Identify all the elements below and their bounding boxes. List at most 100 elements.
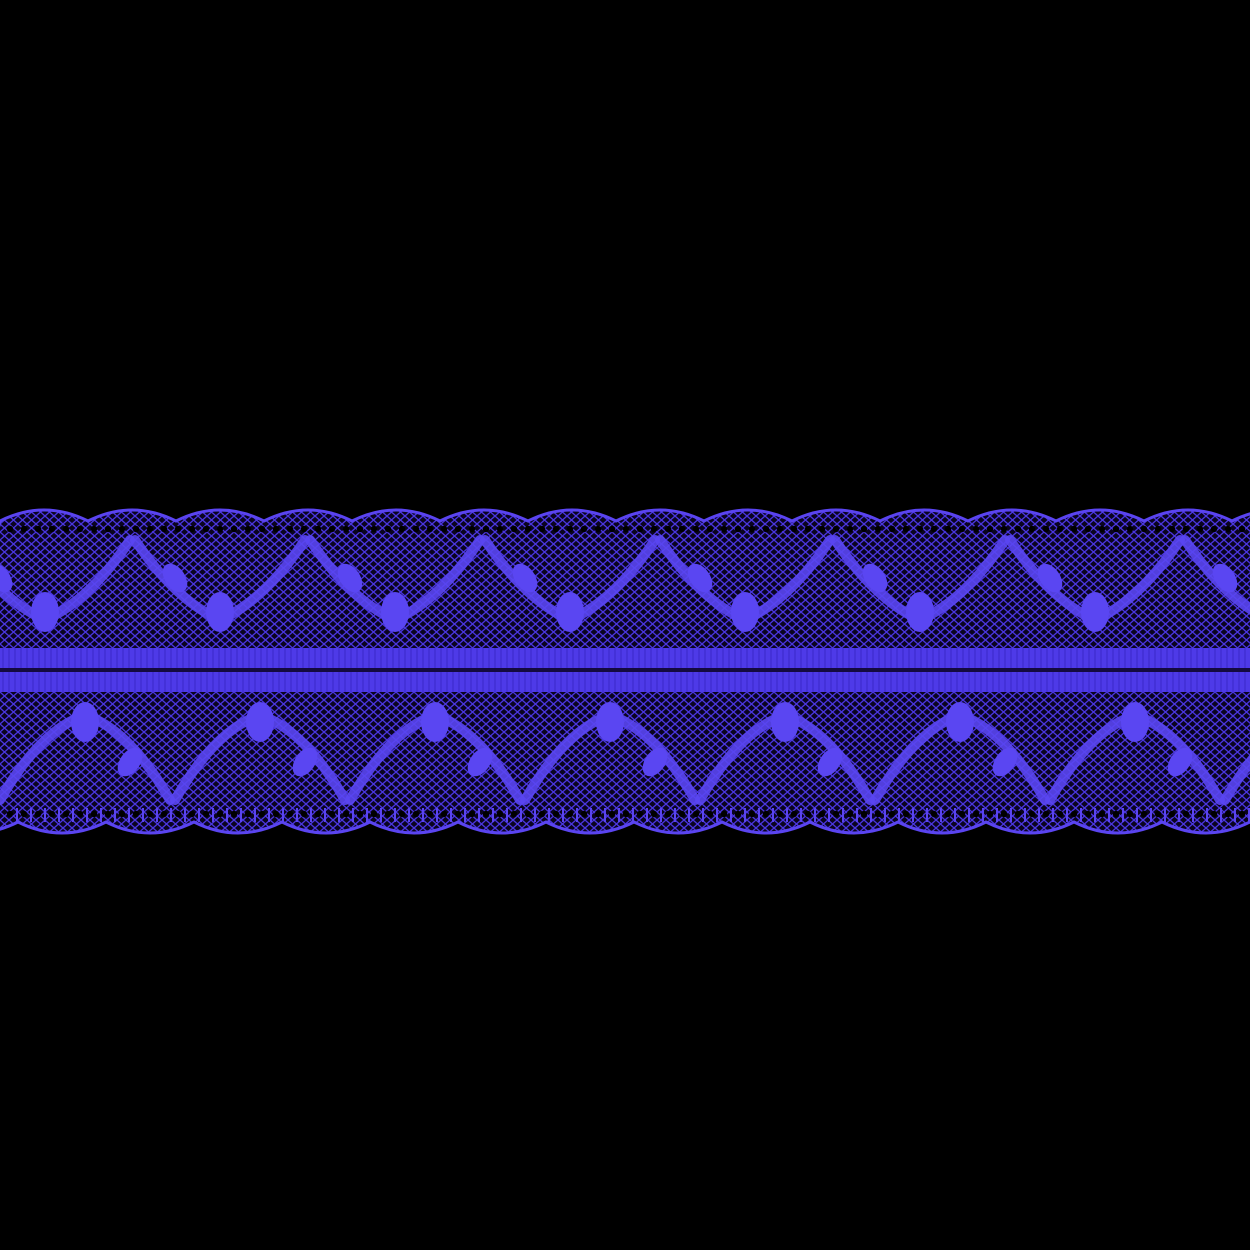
picot [636,810,644,818]
picot [216,525,224,533]
picot [384,810,392,818]
picot [790,525,798,533]
picot [6,810,14,818]
picot [454,810,462,818]
picot [1098,525,1106,533]
picot [342,810,350,818]
picot [174,810,182,818]
picot [412,810,420,818]
leaf [946,702,974,742]
picot [20,525,28,533]
leaf [817,747,843,777]
picot [692,525,700,533]
leaf [1037,563,1063,593]
picot [902,525,910,533]
picot [328,810,336,818]
picot [230,525,238,533]
picot [202,810,210,818]
picot [986,810,994,818]
picot [762,810,770,818]
picot [1098,810,1106,818]
ribbon-lower [0,672,1250,692]
picot [482,525,490,533]
leaf [512,563,538,593]
picot [356,810,364,818]
picot [762,525,770,533]
leaf [467,747,493,777]
leaf [0,563,13,593]
motifs [0,508,1250,835]
picot [510,810,518,818]
leaf [992,747,1018,777]
picot [132,525,140,533]
picot [790,810,798,818]
lace-band [0,508,1250,835]
picot [1168,810,1176,818]
ribbon-upper [0,648,1250,668]
band-edge [0,508,1250,835]
picot [664,525,672,533]
picot [160,525,168,533]
picot [874,810,882,818]
picot [146,525,154,533]
picot [1042,810,1050,818]
picot [34,525,42,533]
picot [188,810,196,818]
picot [146,810,154,818]
picot [552,810,560,818]
picot [706,810,714,818]
picot [832,810,840,818]
picot [818,810,826,818]
picot [594,810,602,818]
picot [426,810,434,818]
picot [230,810,238,818]
picot [986,525,994,533]
picot [538,810,546,818]
picot [678,810,686,818]
picot [286,810,294,818]
picot [804,525,812,533]
picot [314,810,322,818]
picot [930,525,938,533]
leaf-motif [1180,535,1250,615]
leaf [117,747,143,777]
picot [916,525,924,533]
picot [76,810,84,818]
picot [1182,525,1190,533]
picot [888,810,896,818]
picot [1056,810,1064,818]
leaf [246,702,274,742]
leaf [556,592,584,632]
picot [1126,525,1134,533]
picot [622,810,630,818]
picot [566,810,574,818]
picot [678,525,686,533]
picot [384,525,392,533]
picot [118,810,126,818]
picot [76,525,84,533]
picot [258,525,266,533]
picot [818,525,826,533]
picot [944,810,952,818]
leaf [292,747,318,777]
picot [804,810,812,818]
picot [370,525,378,533]
picot [1014,810,1022,818]
picot [846,525,854,533]
leaf [906,592,934,632]
leaf [71,702,99,742]
picot [874,525,882,533]
leaf [206,592,234,632]
picot [328,525,336,533]
picot [650,810,658,818]
picot [34,810,42,818]
leaf [642,747,668,777]
picot [1224,525,1232,533]
picot [748,525,756,533]
picot [958,810,966,818]
picot [608,810,616,818]
picot [174,525,182,533]
picot [496,525,504,533]
picot [1126,810,1134,818]
